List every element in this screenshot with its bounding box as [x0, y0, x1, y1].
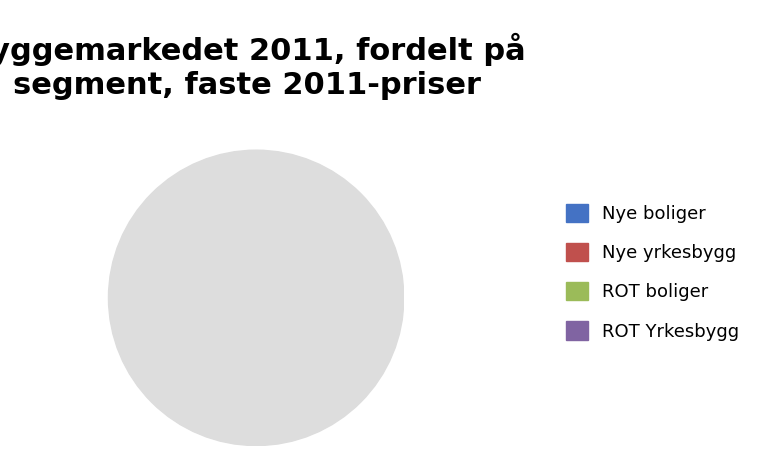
Wedge shape — [247, 163, 370, 288]
Text: NOK
53,65 mrd.
22 %: NOK 53,65 mrd. 22 % — [237, 208, 339, 268]
Wedge shape — [121, 288, 247, 414]
Wedge shape — [235, 265, 372, 414]
Text: NOK
61,88 mrd.
25 %: NOK 61,88 mrd. 25 % — [149, 213, 251, 272]
Text: NOK
72,20 mrd.
30 %: NOK 72,20 mrd. 30 % — [244, 303, 346, 362]
Circle shape — [109, 150, 404, 446]
Legend: Nye boliger, Nye yrkesbygg, ROT boliger, ROT Yrkesbygg: Nye boliger, Nye yrkesbygg, ROT boliger,… — [559, 197, 746, 348]
Text: NOK
56,75 mrd.
23 %: NOK 56,75 mrd. 23 % — [148, 303, 250, 363]
Text: Byggemarkedet 2011, fordelt på
segment, faste 2011-priser: Byggemarkedet 2011, fordelt på segment, … — [0, 33, 526, 99]
Wedge shape — [121, 163, 247, 291]
